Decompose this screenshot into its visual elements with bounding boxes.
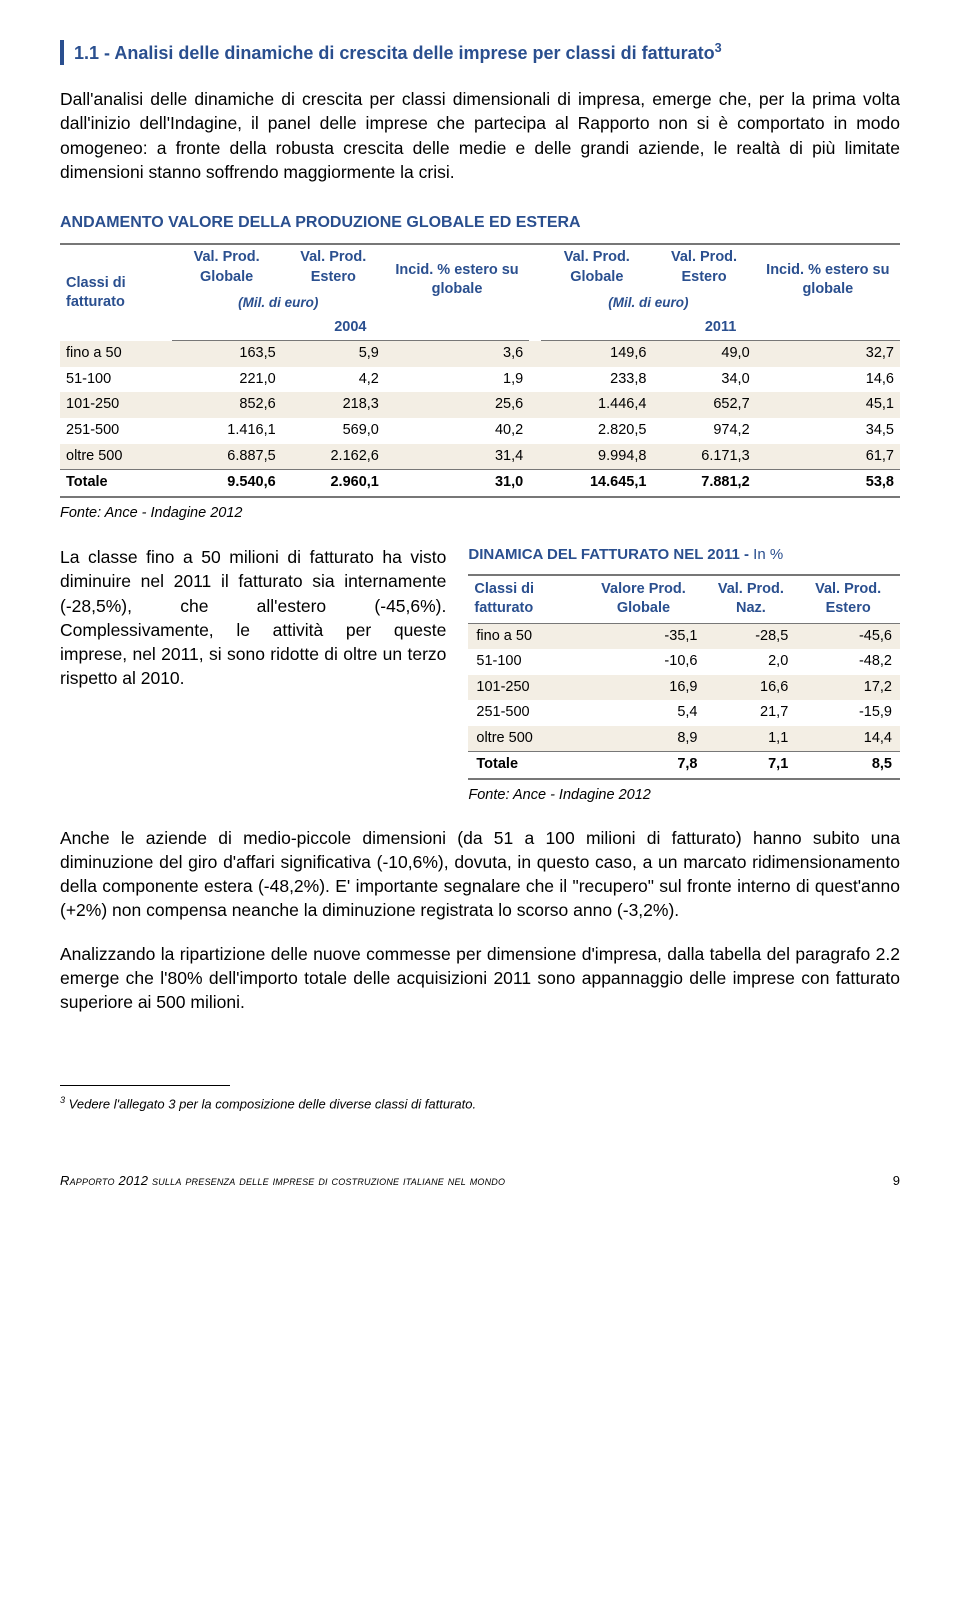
heading-sup: 3: [715, 41, 722, 55]
table1-source: Fonte: Ance - Indagine 2012: [60, 504, 900, 524]
table-row: 101-250852,6218,325,61.446,4652,745,1: [60, 392, 900, 418]
table-row: 101-25016,916,617,2: [468, 675, 900, 701]
footer-text: Rapporto 2012 sulla presenza delle impre…: [60, 1172, 505, 1190]
page-number: 9: [893, 1172, 900, 1190]
t1-h-estero-2004: Val. Prod. Estero: [282, 244, 385, 290]
table-row: 251-5005,421,7-15,9: [468, 700, 900, 726]
table-total-row: Totale9.540,62.960,131,014.645,17.881,25…: [60, 470, 900, 497]
t1-year-2011: 2011: [541, 315, 900, 341]
t1-h-globale-2011: Val. Prod. Globale: [541, 244, 652, 290]
table-row: 51-100221,04,21,9233,834,014,6: [60, 367, 900, 393]
t2-rowheader: Classi di fatturato: [468, 575, 581, 624]
footnote-separator: [60, 1085, 230, 1086]
table2-title: DINAMICA DEL FATTURATO NEL 2011 - In %: [468, 545, 900, 565]
table2-source: Fonte: Ance - Indagine 2012: [468, 786, 900, 806]
paragraph-4: Analizzando la ripartizione delle nuove …: [60, 942, 900, 1014]
page-footer: Rapporto 2012 sulla presenza delle impre…: [60, 1172, 900, 1190]
t1-h-incid-2011: Incid. % estero su globale: [756, 244, 900, 314]
t1-h-estero-2011: Val. Prod. Estero: [652, 244, 755, 290]
table-produzione: Classi di fatturato Val. Prod. Globale V…: [60, 243, 900, 497]
table-row: 51-100-10,62,0-48,2: [468, 649, 900, 675]
section-heading: 1.1 - Analisi delle dinamiche di crescit…: [60, 40, 900, 65]
table-row: oltre 5008,91,114,4: [468, 726, 900, 752]
t1-h-incid-2004: Incid. % estero su globale: [385, 244, 529, 314]
table-total-row: Totale7,87,18,5: [468, 752, 900, 779]
t1-h-globale-2004: Val. Prod. Globale: [172, 244, 282, 290]
t1-mil-2004: (Mil. di euro): [172, 291, 385, 315]
table1-title: ANDAMENTO VALORE DELLA PRODUZIONE GLOBAL…: [60, 212, 900, 234]
table-row: 251-5001.416,1569,040,22.820,5974,234,5: [60, 418, 900, 444]
t2-h-estero: Val. Prod. Estero: [796, 575, 900, 624]
t2-h-globale: Valore Prod. Globale: [581, 575, 705, 624]
t1-rowheader: Classi di fatturato: [60, 244, 172, 340]
table-row: fino a 50163,55,93,6149,649,032,7: [60, 341, 900, 367]
table-dinamica: Classi di fatturato Valore Prod. Globale…: [468, 574, 900, 781]
table-row: fino a 50-35,1-28,5-45,6: [468, 623, 900, 649]
t1-mil-2011: (Mil. di euro): [541, 291, 755, 315]
paragraph-2: La classe fino a 50 milioni di fatturato…: [60, 545, 446, 690]
paragraph-3: Anche le aziende di medio-piccole dimens…: [60, 826, 900, 923]
t1-year-2004: 2004: [172, 315, 530, 341]
table-row: oltre 5006.887,52.162,631,49.994,86.171,…: [60, 444, 900, 470]
footnote: 3 Vedere l'allegato 3 per la composizion…: [60, 1094, 900, 1113]
paragraph-1: Dall'analisi delle dinamiche di crescita…: [60, 87, 900, 184]
t2-h-naz: Val. Prod. Naz.: [705, 575, 796, 624]
heading-text: 1.1 - Analisi delle dinamiche di crescit…: [74, 43, 715, 63]
